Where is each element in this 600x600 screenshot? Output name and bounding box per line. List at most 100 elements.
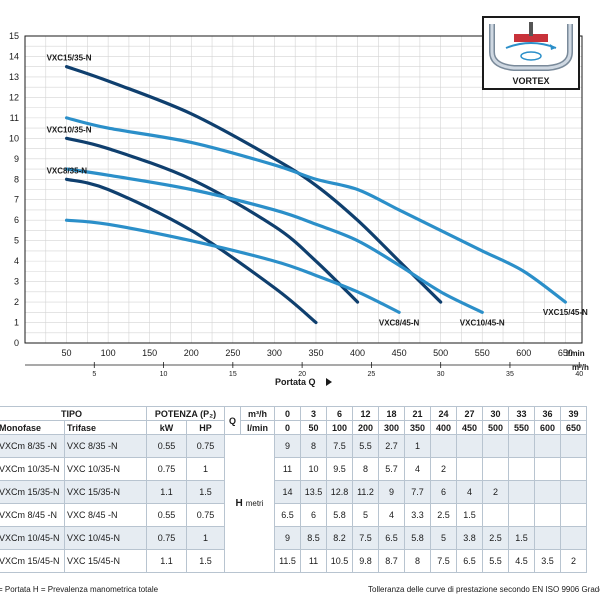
lmin-value: 400 [430, 420, 457, 435]
x-tick-label: 650 [558, 348, 573, 358]
head-value: 8.2 [326, 526, 353, 550]
head-value: 4.5 [508, 549, 535, 573]
model-monofase: VXCm 10/35-N [0, 457, 65, 481]
head-value: 7.5 [430, 549, 457, 573]
lmin-value: 0 [274, 420, 301, 435]
header-trifase: Trifase [64, 420, 147, 435]
m3h-value: 21 [404, 406, 431, 421]
head-value: 9.5 [326, 457, 353, 481]
model-trifase: VXC 15/35-N [64, 480, 147, 504]
x-tick-label: 300 [267, 348, 282, 358]
x-tick-label: 350 [308, 348, 323, 358]
power-kw: 0.55 [146, 434, 187, 458]
head-value [482, 434, 509, 458]
power-kw: 0.75 [146, 526, 187, 550]
m3h-value: 30 [482, 406, 509, 421]
x-axis-arrow-icon [326, 378, 332, 386]
head-value: 3.5 [534, 549, 561, 573]
x-tick-label: 450 [392, 348, 407, 358]
x-tick-label: 400 [350, 348, 365, 358]
m3h-value: 18 [378, 406, 405, 421]
series-label: VXC10/35-N [47, 125, 92, 134]
head-value: 1.5 [508, 526, 535, 550]
performance-table: TIPO POTENZA (P₂) Q m³/h 0 3 6 12 18 21 … [0, 406, 587, 573]
head-value: 2 [560, 549, 587, 573]
x-tick-label: 150 [142, 348, 157, 358]
head-value [560, 503, 587, 527]
head-value: 8 [352, 457, 379, 481]
head-value: 4 [404, 457, 431, 481]
m3h-value: 27 [456, 406, 483, 421]
head-value: 8.7 [378, 549, 405, 573]
x2-tick-label: 15 [229, 371, 237, 378]
x2-tick-label: 20 [298, 371, 306, 378]
header-lmin-unit: l/min [240, 420, 275, 435]
x-unit-secondary: m³/h [572, 363, 589, 372]
head-value: 3.8 [456, 526, 483, 550]
y-tick-label: 0 [14, 338, 19, 348]
head-value [534, 434, 561, 458]
head-value: 2 [430, 457, 457, 481]
plot-frame [24, 35, 583, 344]
y-tick-label: 13 [9, 72, 19, 82]
model-monofase: VXCm 8/45 -N [0, 503, 65, 527]
x-tick-label: 600 [516, 348, 531, 358]
x-tick-label: 500 [433, 348, 448, 358]
y-tick-label: 3 [14, 277, 19, 287]
head-value [560, 434, 587, 458]
head-value: 5.7 [378, 457, 405, 481]
head-value [430, 434, 457, 458]
y-tick-label: 4 [14, 256, 19, 266]
head-value: 7.5 [326, 434, 353, 458]
model-monofase: VXCm 15/45-N [0, 549, 65, 573]
head-value [482, 457, 509, 481]
y-tick-label: 10 [9, 133, 19, 143]
m3h-value: 12 [352, 406, 379, 421]
lmin-value: 550 [508, 420, 535, 435]
power-kw: 0.75 [146, 457, 187, 481]
head-value [534, 457, 561, 481]
head-value: 8 [300, 434, 327, 458]
y-tick-label: 11 [10, 113, 19, 123]
header-monofase: Monofase [0, 420, 65, 435]
m3h-value: 3 [300, 406, 327, 421]
head-value: 5.8 [326, 503, 353, 527]
power-hp: 0.75 [186, 434, 225, 458]
head-value: 4 [456, 480, 483, 504]
head-value [560, 526, 587, 550]
series-label: VXC10/45-N [460, 318, 505, 327]
vortex-impeller-icon [489, 22, 573, 71]
head-value: 5 [352, 503, 379, 527]
head-value [456, 457, 483, 481]
head-value [508, 503, 535, 527]
series-line-vxc15-35-n [64, 65, 443, 304]
x2-tick-label: 5 [92, 371, 96, 378]
footer-legend: = Portata H = Prevalenza manometrica tot… [0, 585, 159, 594]
head-value: 6 [430, 480, 457, 504]
head-value: 4 [378, 503, 405, 527]
m3h-value: 0 [274, 406, 301, 421]
series-line-vxc10-45-n [64, 167, 484, 314]
head-value: 2 [482, 480, 509, 504]
grid [25, 35, 582, 343]
power-kw: 1.1 [146, 549, 187, 573]
series-group [64, 65, 567, 325]
model-trifase: VXC 10/45-N [64, 526, 147, 550]
model-monofase: VXCm 15/35-N [0, 480, 65, 504]
header-m3h-unit: m³/h [240, 406, 275, 421]
head-value: 9 [274, 526, 301, 550]
head-value: 8 [404, 549, 431, 573]
series-line-vxc15-45-n [64, 116, 567, 304]
head-symbol: H [235, 498, 243, 509]
table-header-row-1: TIPO POTENZA (P₂) Q m³/h 0 3 6 12 18 21 … [0, 406, 587, 435]
y-tick-label: 8 [14, 174, 19, 184]
lmin-value: 600 [534, 420, 561, 435]
table-row: VXCm 8/45 -N VXC 8/45 -N 0.55 0.75 6.5 6 5.8 5 4… [0, 503, 587, 527]
series-label: VXC15/45-N [543, 308, 588, 317]
model-trifase: VXC 15/45-N [64, 549, 147, 573]
vortex-inset: VORTEX [482, 16, 580, 90]
power-kw: 1.1 [146, 480, 187, 504]
x2-tick-label: 30 [437, 371, 445, 378]
